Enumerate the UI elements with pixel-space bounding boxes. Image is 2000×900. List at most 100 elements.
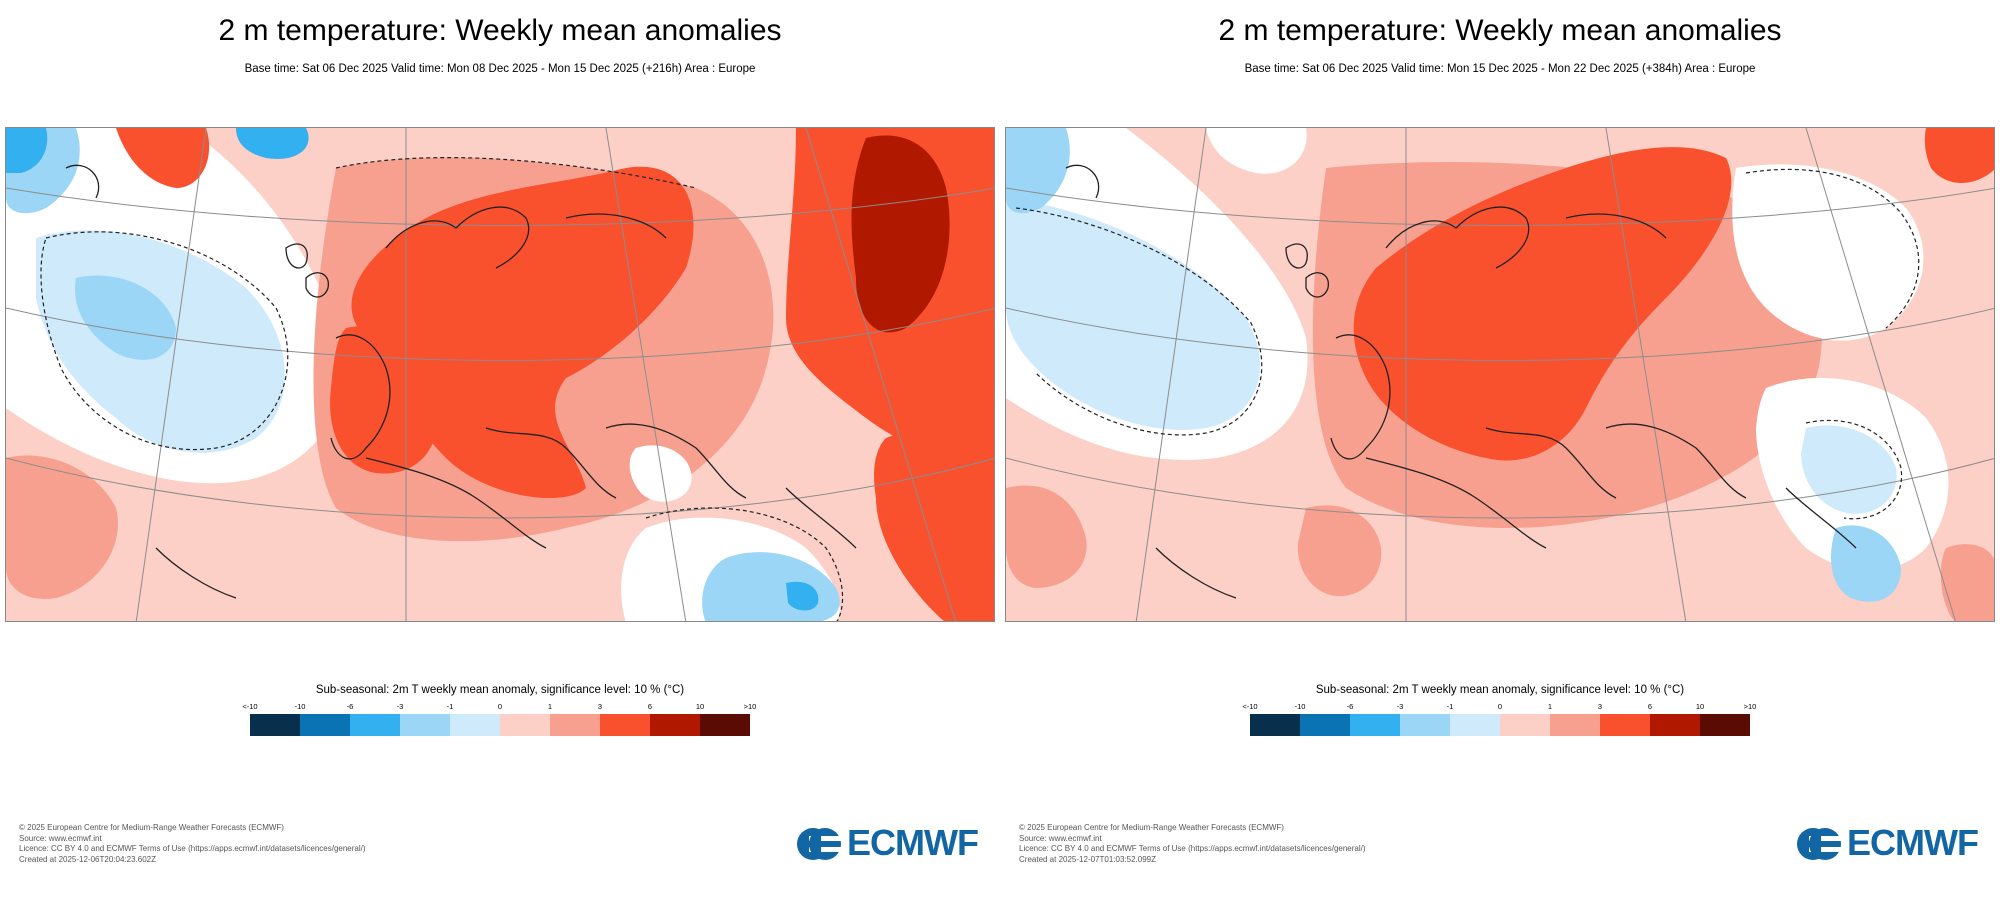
anomaly-map-week1[interactable] — [5, 127, 995, 622]
legend-swatch — [1300, 714, 1350, 736]
legend-swatch — [1350, 714, 1400, 736]
legend-tick: 0 — [497, 702, 503, 711]
legend-tick: 10 — [1695, 702, 1705, 711]
legend-swatch — [650, 714, 700, 736]
legend-tick: >10 — [1743, 702, 1757, 711]
legend-tick: 1 — [547, 702, 553, 711]
region-warm-southeast — [1940, 544, 1994, 621]
map-canvas-week1 — [6, 128, 994, 621]
region-very-hot-russia — [851, 135, 950, 333]
legend-swatch — [1600, 714, 1650, 736]
legend-swatch — [1650, 714, 1700, 736]
region-hot-france — [330, 326, 438, 474]
legend-swatch — [250, 714, 300, 736]
legend-tick: 1 — [1547, 702, 1553, 711]
panel-subtitle: Base time: Sat 06 Dec 2025 Valid time: M… — [1244, 63, 1756, 75]
region-neutral-north — [1206, 128, 1307, 174]
footer-line: Licence: CC BY 4.0 and ECMWF Terms of Us… — [19, 844, 366, 853]
legend-swatch — [400, 714, 450, 736]
footer-line: Created at 2025-12-07T01:03:52.099Z — [1019, 854, 1156, 864]
legend-swatch — [500, 714, 550, 736]
legend-ticks: <-10 -10 -6 -3 -1 0 1 3 6 10 >10 — [1242, 702, 1757, 712]
region-cold-mideast — [786, 581, 819, 611]
legend-swatch — [1450, 714, 1500, 736]
legend-tick: -3 — [1396, 702, 1404, 711]
legend-tick: 6 — [1647, 702, 1653, 711]
legend-colorbar — [1250, 714, 1750, 736]
coastlines — [65, 164, 857, 599]
legend-ticks: <-10 -10 -6 -3 -1 0 1 3 6 10 >10 — [242, 702, 757, 712]
legend-tick: 10 — [695, 702, 705, 711]
legend-swatch — [700, 714, 750, 736]
ecmwf-logo: ECMWF — [795, 822, 985, 863]
region-warm-iberia — [1297, 505, 1382, 597]
footer-line: Licence: CC BY 4.0 and ECMWF Terms of Us… — [1019, 844, 1366, 853]
legend-tick: 6 — [647, 702, 653, 711]
region-neutral-east — [1732, 164, 1924, 341]
legend-swatch — [1500, 714, 1550, 736]
region-cool-atlantic — [1006, 198, 1261, 430]
region-warm-southwest — [1006, 485, 1087, 588]
legend-tick: -1 — [1446, 702, 1454, 711]
region-cooler-atlantic — [75, 275, 176, 360]
legend-tick: -1 — [446, 702, 454, 711]
legend-tick: 0 — [1497, 702, 1503, 711]
legend-tick: -10 — [294, 702, 306, 711]
significance-contours — [40, 156, 844, 621]
legend-swatch — [1400, 714, 1450, 736]
legend-swatch — [350, 714, 400, 736]
legend-swatch — [1550, 714, 1600, 736]
region-hot-central-asia — [874, 427, 994, 621]
legend-swatch — [300, 714, 350, 736]
ecmwf-logo-icon — [797, 828, 843, 860]
legend-tick: 3 — [597, 702, 603, 711]
map-canvas-week2 — [1006, 128, 1994, 621]
legend-tick: -6 — [346, 702, 354, 711]
legend-tick: -6 — [1346, 702, 1354, 711]
anomaly-map-week2[interactable] — [1005, 127, 1995, 622]
legend-swatch — [1700, 714, 1750, 736]
legend-tick: <-10 — [242, 702, 258, 711]
panel-subtitle: Base time: Sat 06 Dec 2025 Valid time: M… — [244, 63, 756, 75]
region-very-cold-greenland — [6, 128, 48, 173]
legend-title: Sub-seasonal: 2m T weekly mean anomaly, … — [1315, 684, 1685, 696]
region-cold-svalbard — [236, 128, 309, 159]
ecmwf-logo: ECMWF — [1795, 822, 1985, 863]
region-hot-north — [116, 128, 210, 188]
legend-tick: -10 — [1294, 702, 1306, 711]
footer-line: Source: www.ecmwf.int — [19, 833, 102, 843]
region-neutral-blacksea — [629, 445, 692, 502]
coastlines — [1065, 164, 1857, 599]
region-cold-mideast — [1831, 525, 1901, 602]
legend-swatch — [550, 714, 600, 736]
ecmwf-logo-text: ECMWF — [1847, 822, 1979, 863]
map-graticule — [1006, 128, 1994, 621]
legend-swatch — [450, 714, 500, 736]
right-panel: 2 m temperature: Weekly mean anomalies B… — [1000, 0, 2000, 900]
legend-tick: <-10 — [1242, 702, 1258, 711]
footer-line: © 2025 European Centre for Medium-Range … — [19, 823, 284, 832]
map-graticule — [6, 128, 994, 621]
footer-line: Source: www.ecmwf.int — [1019, 833, 1102, 843]
legend-tick: 3 — [1597, 702, 1603, 711]
legend-colorbar — [250, 714, 750, 736]
panel-title: 2 m temperature: Weekly mean anomalies — [218, 14, 782, 47]
footer-credits: © 2025 European Centre for Medium-Range … — [1019, 823, 1366, 865]
legend-swatch — [600, 714, 650, 736]
significance-contours — [1015, 168, 1920, 520]
ecmwf-logo-text: ECMWF — [847, 822, 979, 863]
panel-title: 2 m temperature: Weekly mean anomalies — [1218, 14, 1782, 47]
legend-title: Sub-seasonal: 2m T weekly mean anomaly, … — [315, 684, 685, 696]
region-hot-northeast — [1924, 128, 1994, 183]
left-panel: 2 m temperature: Weekly mean anomalies B… — [5, 14, 995, 865]
legend-swatch — [1250, 714, 1300, 736]
region-warm-southwest — [6, 455, 118, 599]
footer-line: © 2025 European Centre for Medium-Range … — [1019, 823, 1284, 832]
region-cool-caspian — [1801, 425, 1897, 514]
legend-tick: >10 — [743, 702, 757, 711]
legend-tick: -3 — [396, 702, 404, 711]
footer-line: Created at 2025-12-06T20:04:23.602Z — [19, 854, 156, 864]
ecmwf-logo-icon — [1797, 828, 1843, 860]
region-cold-greenland — [1006, 128, 1070, 214]
footer-credits: © 2025 European Centre for Medium-Range … — [19, 823, 366, 865]
